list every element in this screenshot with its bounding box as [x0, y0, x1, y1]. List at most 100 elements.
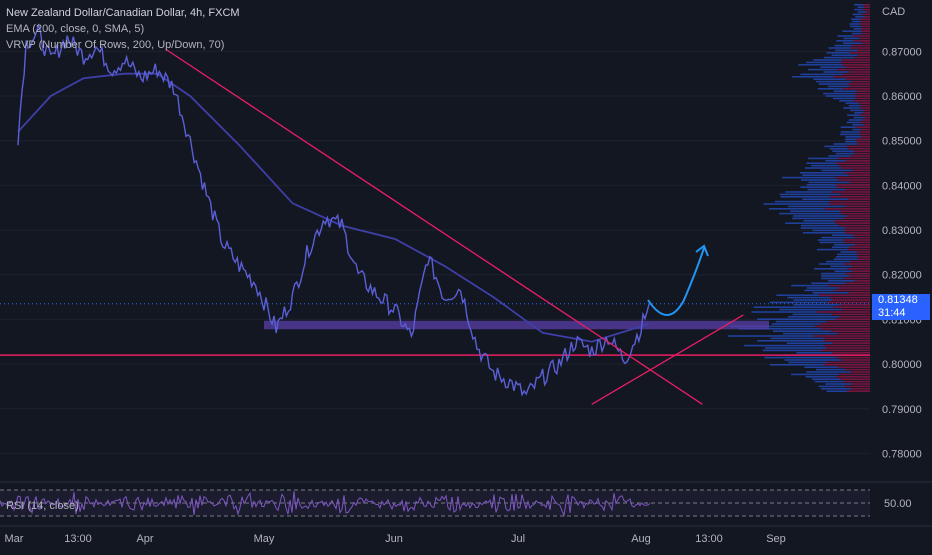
vrvp-bar-up	[834, 44, 853, 47]
vrvp-bar-down	[817, 311, 870, 313]
vrvp-bar-up	[852, 128, 861, 131]
vrvp-bar-down	[855, 97, 870, 100]
vrvp-bar-up	[774, 200, 830, 203]
vrvp-bar-down	[835, 222, 870, 224]
vrvp-bar-down	[829, 200, 870, 203]
vrvp-bar-up	[792, 217, 844, 220]
vrvp-bar-up	[823, 56, 855, 59]
vrvp-bar-down	[823, 340, 870, 342]
vrvp-bar-down	[855, 92, 870, 95]
vrvp-bar-down	[830, 330, 870, 332]
vrvp-bar-down	[844, 172, 870, 174]
vrvp-bar-down	[832, 352, 870, 354]
vrvp-bar-up	[853, 116, 866, 119]
vrvp-bar-down	[852, 234, 870, 236]
vrvp-bar-up	[806, 184, 837, 186]
x-tick-label: 13:00	[64, 533, 92, 545]
vrvp-bar-up	[843, 107, 861, 109]
vrvp-bar-down	[834, 289, 870, 292]
vrvp-bar-down	[865, 116, 870, 119]
vrvp-bar-down	[845, 227, 870, 229]
vrvp-bar-down	[839, 316, 870, 318]
vrvp-bar-down	[840, 210, 870, 212]
vrvp-bar-up	[808, 157, 839, 160]
vrvp-bar-down	[862, 119, 870, 121]
vrvp-bar-up	[834, 270, 852, 272]
vrvp-bar-up	[730, 325, 815, 328]
vrvp-bar-down	[838, 373, 870, 376]
vrvp-bar-up	[821, 169, 853, 172]
vrvp-bar-down	[833, 76, 870, 78]
vrvp-bar-down	[857, 253, 870, 256]
vrvp-bar-up	[792, 76, 834, 78]
vrvp-bar-down	[853, 150, 870, 152]
y-tick-label: 0.80000	[882, 359, 922, 371]
vrvp-bar-down	[849, 275, 870, 277]
vrvp-bar-up	[851, 18, 860, 20]
rsi-label[interactable]: RSI (14, close)	[6, 500, 79, 512]
vrvp-bar-down	[860, 104, 870, 107]
vrvp-bar-down	[841, 308, 870, 311]
vrvp-bar-down	[845, 232, 870, 234]
vrvp-bar-up	[757, 318, 836, 320]
y-tick-label: 0.84000	[882, 180, 922, 192]
vrvp-bar-down	[847, 390, 870, 392]
vrvp-bar-down	[859, 18, 870, 20]
vrvp-bar-up	[764, 356, 837, 359]
vrvp-bar-up	[832, 150, 854, 152]
vrvp-bar-down	[826, 347, 870, 349]
vrvp-bar-down	[843, 217, 870, 220]
vrvp-bar-down	[859, 114, 870, 116]
vrvp-bar-up	[773, 330, 831, 332]
vrvp-label[interactable]: VRVP (Number Of Rows, 200, Up/Down, 70)	[6, 39, 225, 51]
y-tick-label: 0.87000	[882, 46, 922, 58]
vrvp-bar-up	[843, 42, 862, 44]
price-line	[17, 23, 650, 397]
vrvp-bar-down	[858, 102, 870, 104]
vrvp-bar-up	[842, 30, 862, 32]
vrvp-bar-up	[845, 138, 857, 140]
x-tick-label: Jul	[511, 533, 525, 545]
vrvp-bar-down	[859, 23, 870, 25]
vrvp-bar-down	[823, 337, 870, 340]
vrvp-bar-up	[852, 124, 864, 126]
vrvp-bar-down	[852, 44, 870, 47]
vrvp-bar-down	[832, 299, 870, 301]
vrvp-bar-up	[765, 347, 827, 349]
vrvp-bar-up	[852, 20, 862, 23]
vrvp-bar-up	[812, 378, 841, 380]
vrvp-bar-up	[792, 313, 832, 316]
vrvp-bar-down	[833, 306, 870, 308]
vrvp-bar-up	[770, 337, 824, 340]
vrvp-bar-up	[843, 37, 860, 40]
vrvp-bar-up	[807, 188, 846, 191]
vrvp-bar-down	[846, 272, 870, 275]
x-tick-label: Jun	[385, 533, 403, 545]
vrvp-bar-up	[805, 376, 836, 378]
vrvp-bar-down	[842, 64, 870, 66]
vrvp-bar-up	[762, 349, 822, 352]
descending-trendline	[165, 48, 703, 405]
symbol-label[interactable]: New Zealand Dollar/Canadian Dollar, 4h, …	[6, 7, 240, 19]
vrvp-bar-down	[851, 383, 870, 385]
vrvp-bar-down	[850, 47, 870, 49]
vrvp-bar-down	[855, 236, 870, 239]
ema-label[interactable]: EMA (200, close, 0, SMA, 5)	[6, 23, 145, 35]
vrvp-bar-up	[851, 32, 863, 35]
price-axis	[870, 0, 932, 550]
vrvp-bar-up	[847, 114, 860, 116]
rsi-y-tick-label: 50.00	[884, 498, 912, 510]
vrvp-bar-down	[849, 246, 870, 248]
vrvp-bar-up	[836, 40, 854, 42]
vrvp-bar-up	[854, 8, 864, 11]
vrvp-bar-down	[859, 37, 870, 40]
vrvp-bar-up	[832, 97, 856, 100]
vrvp-bar-up	[827, 280, 855, 282]
vrvp-bar-down	[859, 121, 870, 124]
vrvp-bar-up	[821, 388, 852, 390]
vrvp-bar-up	[855, 16, 865, 18]
vrvp-bar-down	[827, 301, 870, 304]
vrvp-bar-down	[844, 385, 870, 388]
